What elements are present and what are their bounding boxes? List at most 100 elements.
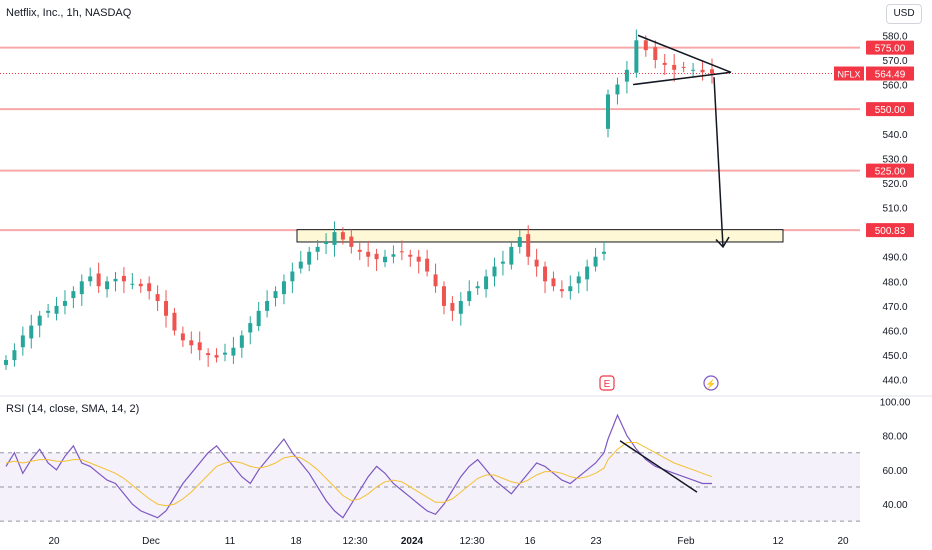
rsi-tick-label: 40.00 [882,500,907,511]
candle-body [62,301,67,306]
candle-body [543,266,548,282]
resistance-zone-rect [296,229,784,243]
level-tag-label: 550.00 [875,105,906,116]
dividend-label: ⚡ [705,378,716,390]
time-tick-label: 20 [48,536,60,547]
price-tick-label: 570.0 [882,56,907,67]
price-tick-label: 510.0 [882,204,907,215]
earnings-icon [599,375,615,391]
candle-body [416,256,421,262]
candle-body [265,301,270,311]
rsi-tick-label: 60.00 [882,466,907,477]
rsi-title: RSI (14, close, SMA, 14, 2) [6,403,140,415]
candle-body [29,325,34,339]
time-tick-label: 2024 [401,536,424,547]
candle-body [71,291,76,299]
candle-body [700,69,705,73]
candle-body [681,66,686,68]
candle-body [164,301,169,316]
time-tick-label: Feb [677,536,695,547]
candle-body [307,251,312,265]
candle-body [180,333,185,341]
candle-body [383,256,388,263]
candle-body [458,301,463,314]
candle-body [46,310,51,313]
price-tick-label: 440.0 [882,376,907,387]
candle-body [273,291,278,299]
earnings-label: E [604,379,611,390]
candle-body [138,283,143,287]
candle-body [551,278,556,287]
candle-body [691,69,696,71]
candle-body [121,275,126,282]
symbol-label: NFLX [837,70,860,80]
candle-body [374,253,379,260]
candle-body [672,64,677,70]
candle-body [315,246,320,252]
candle-body [467,291,472,301]
candle-body [113,278,118,282]
price-tick-label: 480.0 [882,277,907,288]
candle-body [425,258,430,272]
level-tag [866,163,914,178]
candle-body [710,69,714,74]
last-price-tag [866,66,914,81]
price-tick-label: 460.0 [882,327,907,338]
level-tag [866,223,914,238]
trendline-drawings: E ⚡ [599,34,732,391]
candles [4,29,714,370]
candle-body [634,40,639,73]
candle-body [357,249,362,252]
candle-body [585,266,590,280]
rsi-line [5,413,712,519]
candle-body [433,274,438,287]
candle-body [484,276,489,290]
candle-body [147,283,152,292]
candle-body [593,256,598,267]
candle-body [576,276,581,284]
candle-body [517,237,522,247]
currency-button[interactable]: USD [886,4,922,24]
price-tick-label: 540.0 [882,130,907,141]
rsi-pane [0,413,860,522]
price-levels [0,46,860,232]
candle-body [281,281,286,295]
candle-body [20,335,25,348]
candle-body [222,352,227,355]
chart-title: Netflix, Inc., 1h, NASDAQ [6,7,132,19]
candle-body [172,312,177,331]
candle-body [492,266,497,277]
level-tag [866,102,914,117]
price-tick-label: 520.0 [882,179,907,190]
candle-body [568,286,573,292]
resistance-zone [296,229,784,243]
time-tick-label: 20 [837,536,849,547]
time-tick-label: Dec [142,536,160,547]
candle-body [526,234,531,257]
axes: 440.0 450.0 460.0 470.0 480.0 490.0 510.0 520.0… [48,31,914,547]
candle-body [615,84,620,95]
candle-body [662,62,667,65]
time-tick-label: 12:30 [459,536,484,547]
rsi-band-background [0,452,860,522]
candle-body [408,254,413,257]
dividend-icon [703,375,719,391]
symbol-tag [834,66,864,81]
candle-body [298,261,303,269]
price-tick-label: 450.0 [882,351,907,362]
candle-body [340,232,345,240]
candle-body [248,323,253,333]
candle-body [500,261,505,264]
candle-body [624,69,629,82]
candle-body [37,315,42,326]
candle-body [79,281,84,295]
candle-body [332,232,337,245]
candle-body [231,347,236,356]
candle-body [509,246,514,265]
candle-body [391,254,396,257]
candle-body [349,236,354,247]
price-tick-label: 490.0 [882,253,907,264]
last-price-value: 564.49 [875,70,906,81]
target-arrow-shaft [713,77,724,247]
